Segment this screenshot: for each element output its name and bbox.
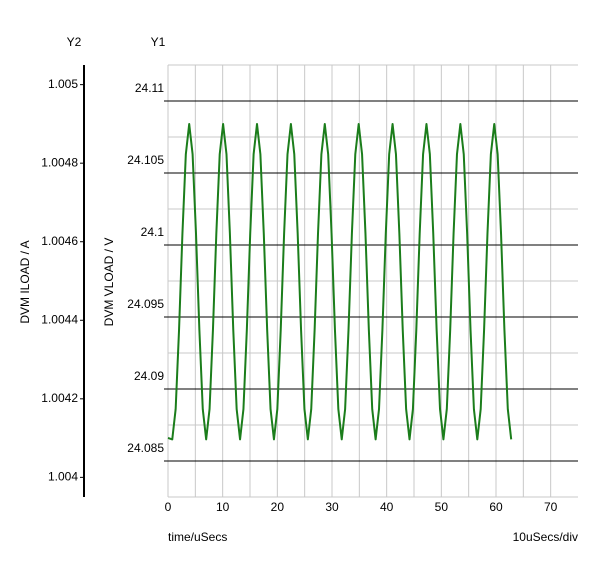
y2-tick-label: 1.005 xyxy=(48,77,78,91)
y-tick-label: 24.095 xyxy=(127,297,164,311)
y2-tick-label: 1.0042 xyxy=(41,391,78,405)
y2-tick-label: 1.0044 xyxy=(41,312,78,326)
y2-axis-label: DVM ILOAD / A xyxy=(18,240,32,323)
x-tick-label: 40 xyxy=(380,500,394,514)
y-tick-label: 24.1 xyxy=(141,225,165,239)
x-tick-label: 10 xyxy=(216,500,230,514)
y2-tick-label: 1.004 xyxy=(48,470,78,484)
y-tick-label: 24.09 xyxy=(134,369,164,383)
x-tick-label: 60 xyxy=(489,500,503,514)
y2-tick-label: 1.0048 xyxy=(41,155,78,169)
x-tick-label: 70 xyxy=(544,500,558,514)
y2-tick-label: 1.0046 xyxy=(41,234,78,248)
y-tick-label: 24.105 xyxy=(127,153,164,167)
waveform-line xyxy=(167,123,513,441)
x-tick-label: 20 xyxy=(271,500,285,514)
y2-title: Y2 xyxy=(67,35,82,49)
y-axis-label: DVM VLOAD / V xyxy=(102,238,116,327)
x-axis-label: time/uSecs xyxy=(168,530,227,544)
x-tick-label: 0 xyxy=(165,500,172,514)
y-tick-label: 24.085 xyxy=(127,441,164,455)
x-tick-label: 50 xyxy=(435,500,449,514)
x-scale-note: 10uSecs/div xyxy=(513,530,578,544)
x-tick-label: 30 xyxy=(325,500,339,514)
y-tick-label: 24.11 xyxy=(135,81,164,95)
y1-title: Y1 xyxy=(151,35,166,49)
